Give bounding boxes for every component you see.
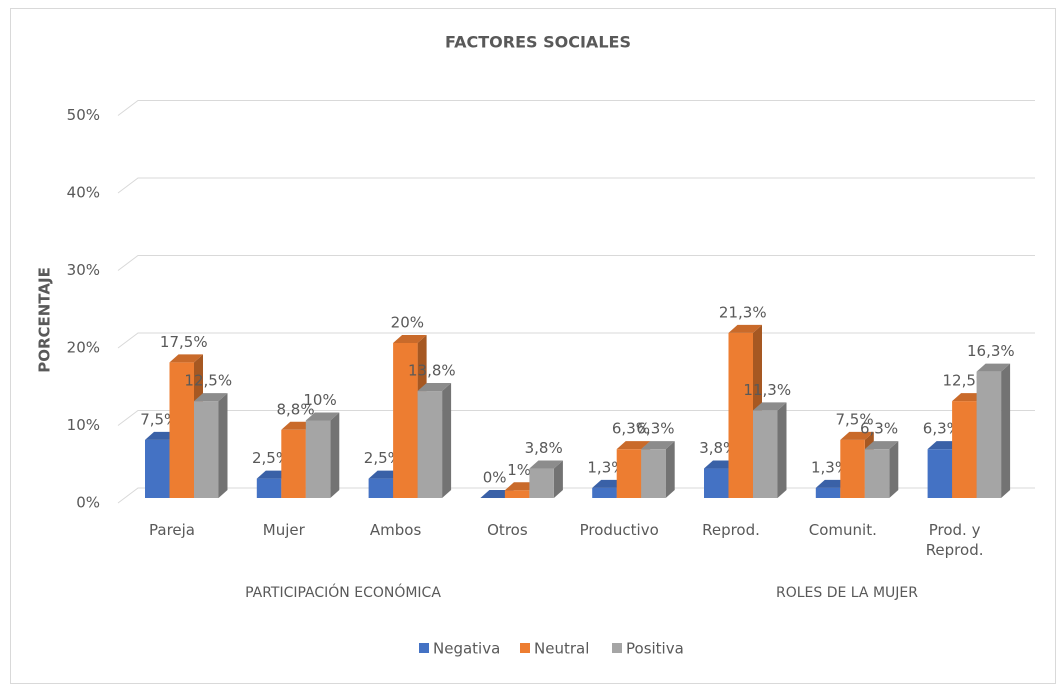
legend-swatch	[419, 643, 429, 653]
data-label: 16,3%	[967, 342, 1015, 360]
data-label: 2,5%	[364, 449, 402, 467]
y-tick-label: 50%	[67, 106, 100, 124]
legend-label: Negativa	[433, 640, 500, 658]
bar-top	[616, 441, 651, 450]
data-label: 13,8%	[408, 362, 456, 380]
legend-label: Positiva	[626, 640, 684, 658]
bar-side	[777, 402, 787, 498]
bar-side	[665, 441, 675, 498]
bar-top	[864, 441, 899, 450]
bar-side	[889, 441, 899, 498]
x-tick-label: Prod. y Reprod.	[925, 521, 984, 559]
bar	[194, 401, 219, 498]
bar	[169, 362, 194, 498]
x-tick-label: Pareja	[149, 521, 195, 539]
group-label: ROLES DE LA MUJER	[776, 585, 918, 601]
bar-top	[194, 393, 228, 402]
data-label: 10%	[303, 391, 336, 409]
data-label: 0%	[483, 469, 507, 487]
bar	[728, 332, 753, 498]
bar-top	[976, 363, 1011, 372]
legend-swatch	[612, 643, 622, 653]
bar	[592, 487, 617, 498]
grid-line	[117, 177, 1035, 194]
bar	[753, 410, 778, 498]
x-tick-label: Ambos	[369, 521, 422, 539]
bar-side	[1001, 363, 1011, 498]
bar	[529, 468, 554, 498]
bar	[504, 490, 530, 498]
bar	[368, 478, 394, 498]
data-label: 6,3%	[636, 420, 674, 438]
bar	[976, 371, 1002, 498]
bar-top	[169, 354, 203, 363]
y-tick-label: 30%	[67, 261, 100, 279]
y-tick-label: 40%	[67, 184, 100, 202]
bar	[704, 468, 729, 498]
bar	[864, 449, 890, 498]
data-label: 8,8%	[276, 400, 314, 418]
data-label: 1,3%	[587, 458, 625, 476]
bar-top	[417, 383, 452, 392]
bar	[393, 343, 418, 498]
x-tick-label: Otros	[487, 521, 528, 539]
bar	[815, 487, 841, 498]
bar-top	[529, 460, 563, 469]
chart-frame	[10, 8, 1056, 684]
bar	[616, 449, 642, 498]
bar	[952, 401, 977, 498]
x-tick-label: Comunit.	[808, 521, 877, 539]
bar	[417, 391, 443, 498]
data-label: 11,3%	[743, 381, 791, 399]
data-label: 1,3%	[811, 458, 849, 476]
y-tick-label: 0%	[76, 494, 100, 512]
data-label: 7,5%	[140, 410, 178, 428]
data-label: 1%	[507, 461, 531, 479]
bar-top	[641, 441, 675, 450]
data-label: 3,8%	[699, 439, 737, 457]
data-label: 21,3%	[719, 303, 767, 321]
bar	[305, 420, 331, 498]
bar	[145, 439, 170, 498]
data-label: 12,5%	[184, 372, 232, 390]
legend-swatch	[520, 643, 530, 653]
data-label: 6,3%	[923, 420, 961, 438]
bar-top	[305, 412, 340, 421]
y-axis-label: PORCENTAJE	[36, 267, 54, 373]
data-label: 6,3%	[860, 420, 898, 438]
bar-top	[728, 324, 762, 333]
legend-label: Neutral	[534, 640, 589, 658]
bar-top	[840, 431, 874, 440]
bar-top	[393, 335, 427, 343]
bar-side	[553, 460, 563, 498]
x-tick-label: Productivo	[579, 521, 659, 539]
data-label: 20%	[391, 314, 424, 332]
data-label: 17,5%	[160, 333, 208, 351]
bar-side	[330, 412, 340, 498]
grid-line	[117, 100, 1035, 116]
bar-side	[218, 393, 228, 498]
grid-line	[117, 255, 1035, 271]
y-tick-label: 20%	[67, 339, 100, 357]
data-label: 7,5%	[835, 410, 873, 428]
bar	[256, 478, 282, 498]
data-label: 2,5%	[252, 449, 290, 467]
bar	[641, 449, 666, 498]
bar	[927, 449, 953, 498]
group-label: PARTICIPACIÓN ECONÓMICA	[245, 583, 441, 601]
x-tick-label: Reprod.	[702, 521, 760, 539]
data-label: 6,3%	[612, 420, 650, 438]
bar-top	[753, 402, 787, 411]
bar-side	[442, 383, 452, 498]
bar	[281, 429, 306, 498]
y-tick-label: 10%	[67, 416, 100, 434]
x-tick-label: Mujer	[262, 521, 305, 539]
data-label: 3,8%	[525, 439, 563, 457]
bar	[840, 439, 865, 498]
chart-title: FACTORES SOCIALES	[445, 33, 631, 52]
